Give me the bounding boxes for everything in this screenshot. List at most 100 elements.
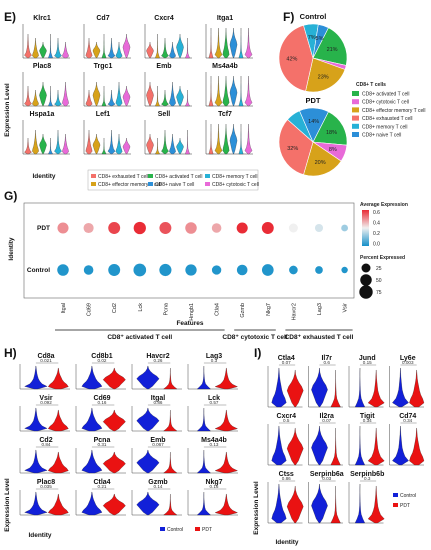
- violin-mark: [47, 367, 69, 390]
- size-legend-label: 25: [376, 266, 382, 272]
- violin-mark: [214, 367, 238, 390]
- violin-mark: [286, 485, 304, 524]
- violin-mark: [196, 407, 211, 432]
- dotplot-dot: [211, 223, 222, 233]
- violin-mark: [24, 491, 48, 516]
- violin-mark: [81, 449, 103, 474]
- violin-mark: [176, 85, 184, 107]
- violin-mark: [286, 427, 304, 466]
- dotplot-dot: [159, 263, 172, 277]
- violin-gene-label: Serpinb6a: [310, 471, 344, 478]
- dotplot-feature-label: Ctla4: [215, 303, 221, 316]
- pie-slice-label: 32%: [287, 146, 298, 152]
- pvalue-label: 0.15: [363, 360, 372, 365]
- violin-mark: [354, 367, 365, 408]
- violin-gene-label: Il7r: [321, 355, 332, 362]
- violin-mark: [185, 90, 190, 107]
- legend-label: CD8+ cytotoxic T cell: [212, 182, 259, 188]
- dotplot-dot: [236, 222, 248, 234]
- violin-gene-label: Lef1: [96, 111, 111, 118]
- pie-legend-label: CD8+ effector memory T cell: [362, 108, 426, 114]
- violin-mark: [62, 41, 69, 59]
- violin-mark: [122, 137, 131, 155]
- violin-mark: [214, 123, 223, 155]
- violin-mark: [238, 124, 244, 155]
- pvalue-label: 0.16: [210, 484, 219, 489]
- violin-mark: [155, 86, 160, 107]
- size-legend-label: 50: [376, 278, 382, 284]
- pie-legend-swatch: [352, 123, 359, 129]
- violin-gene-label: Lck: [208, 395, 220, 402]
- color-legend-tick: 0.6: [373, 210, 380, 216]
- violin-gene-label: Sell: [158, 111, 171, 118]
- violin-mark: [392, 367, 409, 408]
- violin-gene-label: Nkg7: [205, 479, 222, 486]
- dotplot-feature-label: Lag3: [317, 303, 323, 315]
- dotplot-dot: [315, 266, 323, 274]
- dotplot-feature-label: Pcna: [163, 302, 169, 315]
- dotplot-dot: [314, 223, 324, 233]
- violin-mark: [238, 28, 244, 59]
- y-axis-title: Expression Level: [253, 481, 260, 535]
- pie-title: Control: [300, 12, 327, 21]
- violin-gene-label: Cd74: [399, 413, 416, 420]
- violin-mark: [214, 451, 238, 474]
- violin-mark: [146, 81, 154, 107]
- violin-mark: [409, 427, 425, 466]
- pie-slice: [312, 24, 329, 59]
- violin-mark: [330, 485, 341, 524]
- violin-gene-label: Cd8a: [37, 353, 54, 360]
- violin-mark: [208, 124, 214, 155]
- dotplot-feature-label: Gzmb: [240, 303, 246, 318]
- pie-slice-label: 7%: [308, 35, 316, 41]
- violin-mark: [48, 138, 53, 155]
- violin-gene-label: Havcr2: [146, 353, 169, 360]
- violin-mark: [244, 75, 253, 107]
- legend-label: CD8+ memory T cell: [212, 174, 258, 180]
- violin-mark: [161, 89, 169, 107]
- pvalue-label: 0.003: [402, 360, 414, 365]
- violin-mark: [367, 427, 385, 466]
- violin-mark: [81, 491, 103, 516]
- pie-slice: [312, 27, 348, 66]
- pvalue-label: 0.16: [98, 400, 107, 405]
- pie-slice: [278, 24, 314, 92]
- violin-mark: [92, 41, 101, 59]
- violin-mark: [330, 427, 341, 466]
- dotplot-feature-label: Hmgb1: [189, 303, 195, 321]
- pvalue-label: 0.3: [211, 358, 218, 363]
- violin-mark: [24, 33, 32, 59]
- violin-gene-label: Ctla4: [278, 355, 295, 362]
- legend-swatch: [205, 182, 210, 186]
- dotplot-group-label: CD8⁺ cytotoxic T cell: [222, 334, 287, 341]
- pvalue-label: 0.34: [403, 418, 412, 423]
- violin-mark: [311, 367, 328, 408]
- violin-mark: [85, 89, 93, 107]
- pvalue-label: 0.34: [363, 418, 372, 423]
- violin-mark: [136, 491, 160, 516]
- x-axis-title: Identity: [32, 173, 55, 180]
- violin-mark: [311, 425, 328, 466]
- dotplot-dot: [83, 265, 94, 275]
- y-axis-title: Expression Level: [4, 83, 11, 137]
- panel-f-label: F): [283, 10, 295, 24]
- violin-gene-label: Il2ra: [320, 413, 335, 420]
- violin-mark: [136, 365, 160, 390]
- violin-mark: [169, 133, 176, 155]
- dotplot-dot: [133, 221, 146, 235]
- violin-mark: [214, 75, 223, 107]
- dotplot-dot: [159, 222, 172, 234]
- violin-mark: [122, 85, 131, 107]
- dotplot-dot: [185, 222, 197, 234]
- violin-mark: [176, 33, 184, 59]
- violin-mark: [101, 34, 107, 59]
- violin-mark: [222, 123, 230, 155]
- pie-slice-label: 14%: [308, 119, 319, 125]
- dotplot-feature-label: Vsir: [343, 303, 349, 313]
- violin-mark: [286, 369, 304, 408]
- pvalue-label: 0.02: [98, 358, 107, 363]
- pie-slice: [278, 119, 314, 176]
- violin-mark: [39, 81, 47, 107]
- violin-mark: [102, 493, 126, 516]
